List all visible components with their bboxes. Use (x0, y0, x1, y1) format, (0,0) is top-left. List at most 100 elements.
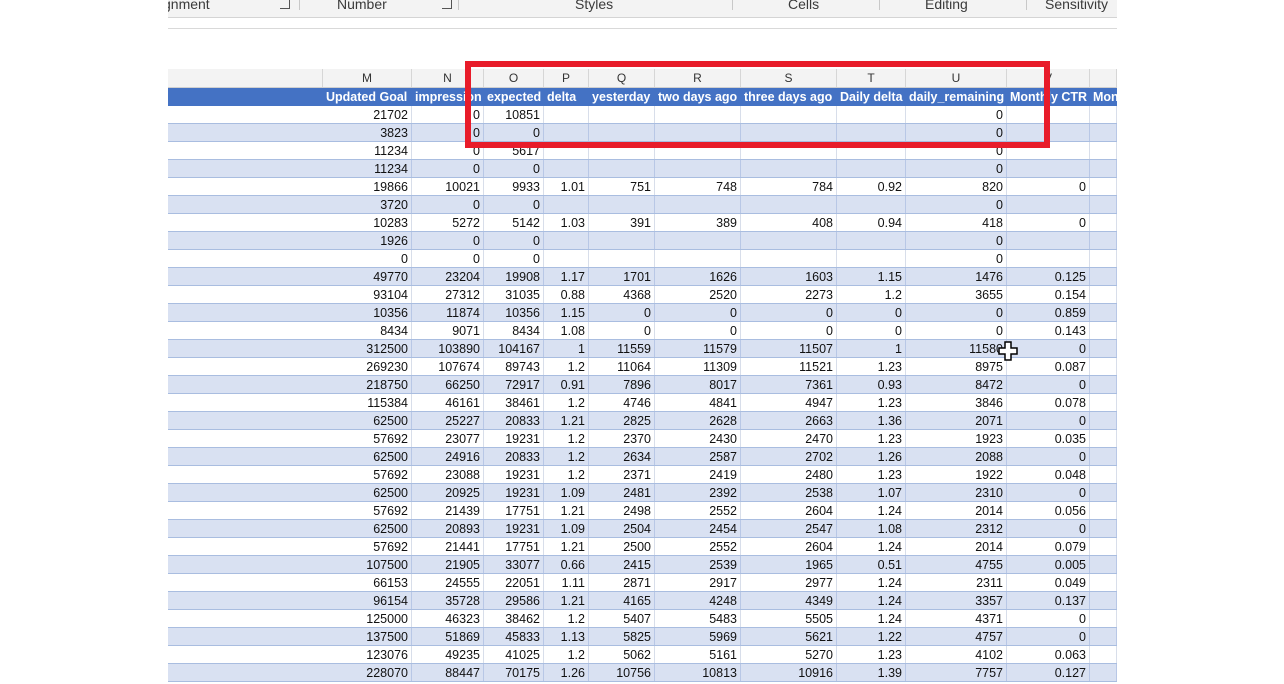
table-cell[interactable]: 1.17 (544, 268, 589, 285)
table-cell[interactable]: 8434 (323, 322, 412, 339)
table-cell[interactable]: 115384 (323, 394, 412, 411)
table-cell[interactable]: 2312 (906, 520, 1007, 537)
table-cell[interactable]: 1965 (741, 556, 837, 573)
table-cell[interactable]: 3823 (323, 124, 412, 141)
header-cell[interactable]: delta (544, 88, 589, 105)
table-cell[interactable]: 0 (1007, 520, 1090, 537)
table-cell[interactable]: 1.2 (544, 466, 589, 483)
table-cell[interactable]: 66153 (323, 574, 412, 591)
table-cell[interactable]: 2498 (589, 502, 655, 519)
table-cell[interactable]: 1.23 (837, 646, 906, 663)
column-header-n[interactable]: N (412, 69, 484, 87)
header-cell[interactable]: expected (484, 88, 544, 105)
table-cell[interactable]: 1.36 (837, 412, 906, 429)
table-cell[interactable]: 4368 (589, 286, 655, 303)
table-cell[interactable] (1090, 394, 1117, 411)
table-cell[interactable]: 57692 (323, 466, 412, 483)
table-cell[interactable]: 10851 (484, 106, 544, 123)
table-cell[interactable]: 228070 (323, 664, 412, 681)
table-cell[interactable]: 103890 (412, 340, 484, 357)
table-cell[interactable]: 1.09 (544, 520, 589, 537)
table-cell[interactable] (655, 124, 741, 141)
table-cell[interactable]: 2370 (589, 430, 655, 447)
table-cell[interactable]: 5483 (655, 610, 741, 627)
table-cell[interactable]: 0 (412, 232, 484, 249)
table-cell[interactable]: 0 (412, 160, 484, 177)
table-cell[interactable]: 1922 (906, 466, 1007, 483)
table-cell[interactable]: 1.2 (544, 646, 589, 663)
table-cell[interactable]: 107500 (323, 556, 412, 573)
column-header-m[interactable]: M (323, 69, 412, 87)
table-cell[interactable] (1090, 286, 1117, 303)
table-cell[interactable]: 4755 (906, 556, 1007, 573)
table-cell[interactable] (544, 250, 589, 267)
table-cell[interactable]: 3655 (906, 286, 1007, 303)
table-cell[interactable] (1090, 592, 1117, 609)
table-cell[interactable]: 0.91 (544, 376, 589, 393)
table-cell[interactable]: 25227 (412, 412, 484, 429)
table-cell[interactable]: 11234 (323, 160, 412, 177)
table-cell[interactable]: 10813 (655, 664, 741, 681)
table-cell[interactable]: 8017 (655, 376, 741, 393)
table-cell[interactable] (837, 250, 906, 267)
table-cell[interactable]: 0 (1007, 484, 1090, 501)
table-cell[interactable]: 418 (906, 214, 1007, 231)
table-cell[interactable] (1090, 124, 1117, 141)
table-cell[interactable]: 0 (484, 196, 544, 213)
table-cell[interactable]: 0 (906, 304, 1007, 321)
table-cell[interactable] (1007, 250, 1090, 267)
table-cell[interactable]: 2481 (589, 484, 655, 501)
table-cell[interactable]: 312500 (323, 340, 412, 357)
table-cell[interactable] (1090, 412, 1117, 429)
table-cell[interactable]: 0 (412, 124, 484, 141)
column-header-t[interactable]: T (837, 69, 906, 87)
table-cell[interactable]: 5062 (589, 646, 655, 663)
table-cell[interactable] (1090, 520, 1117, 537)
table-cell[interactable]: 2454 (655, 520, 741, 537)
table-cell[interactable]: 7361 (741, 376, 837, 393)
table-cell[interactable]: 46323 (412, 610, 484, 627)
header-cell[interactable]: three days ago (741, 88, 837, 105)
table-cell[interactable]: 49770 (323, 268, 412, 285)
table-cell[interactable]: 10283 (323, 214, 412, 231)
table-cell[interactable]: 1.22 (837, 628, 906, 645)
table-cell[interactable] (837, 232, 906, 249)
header-cell[interactable]: Daily delta (837, 88, 906, 105)
table-cell[interactable]: 389 (655, 214, 741, 231)
table-cell[interactable]: 2415 (589, 556, 655, 573)
table-cell[interactable]: 0.127 (1007, 664, 1090, 681)
table-cell[interactable]: 1.24 (837, 610, 906, 627)
table-cell[interactable] (655, 250, 741, 267)
table-cell[interactable]: 0 (906, 322, 1007, 339)
table-cell[interactable] (544, 196, 589, 213)
table-cell[interactable] (1007, 232, 1090, 249)
table-cell[interactable]: 22051 (484, 574, 544, 591)
table-cell[interactable]: 0 (1007, 214, 1090, 231)
header-cell[interactable]: Monthly CTR (1007, 88, 1090, 105)
table-cell[interactable]: 10356 (484, 304, 544, 321)
table-cell[interactable]: 2552 (655, 538, 741, 555)
table-cell[interactable]: 4371 (906, 610, 1007, 627)
table-cell[interactable] (655, 196, 741, 213)
table-cell[interactable] (741, 250, 837, 267)
table-cell[interactable] (837, 142, 906, 159)
table-cell[interactable]: 7896 (589, 376, 655, 393)
table-cell[interactable]: 408 (741, 214, 837, 231)
table-cell[interactable]: 2587 (655, 448, 741, 465)
table-cell[interactable] (589, 142, 655, 159)
table-cell[interactable]: 0 (412, 250, 484, 267)
table-cell[interactable]: 2917 (655, 574, 741, 591)
table-cell[interactable]: 137500 (323, 628, 412, 645)
table-cell[interactable]: 1.26 (544, 664, 589, 681)
table-cell[interactable]: 0 (741, 322, 837, 339)
table-cell[interactable] (589, 250, 655, 267)
table-cell[interactable] (1090, 304, 1117, 321)
table-cell[interactable] (1090, 196, 1117, 213)
table-cell[interactable]: 45833 (484, 628, 544, 645)
table-cell[interactable]: 0 (1007, 448, 1090, 465)
table-cell[interactable]: 46161 (412, 394, 484, 411)
table-cell[interactable] (589, 232, 655, 249)
table-cell[interactable]: 96154 (323, 592, 412, 609)
table-cell[interactable] (741, 160, 837, 177)
table-cell[interactable]: 4757 (906, 628, 1007, 645)
